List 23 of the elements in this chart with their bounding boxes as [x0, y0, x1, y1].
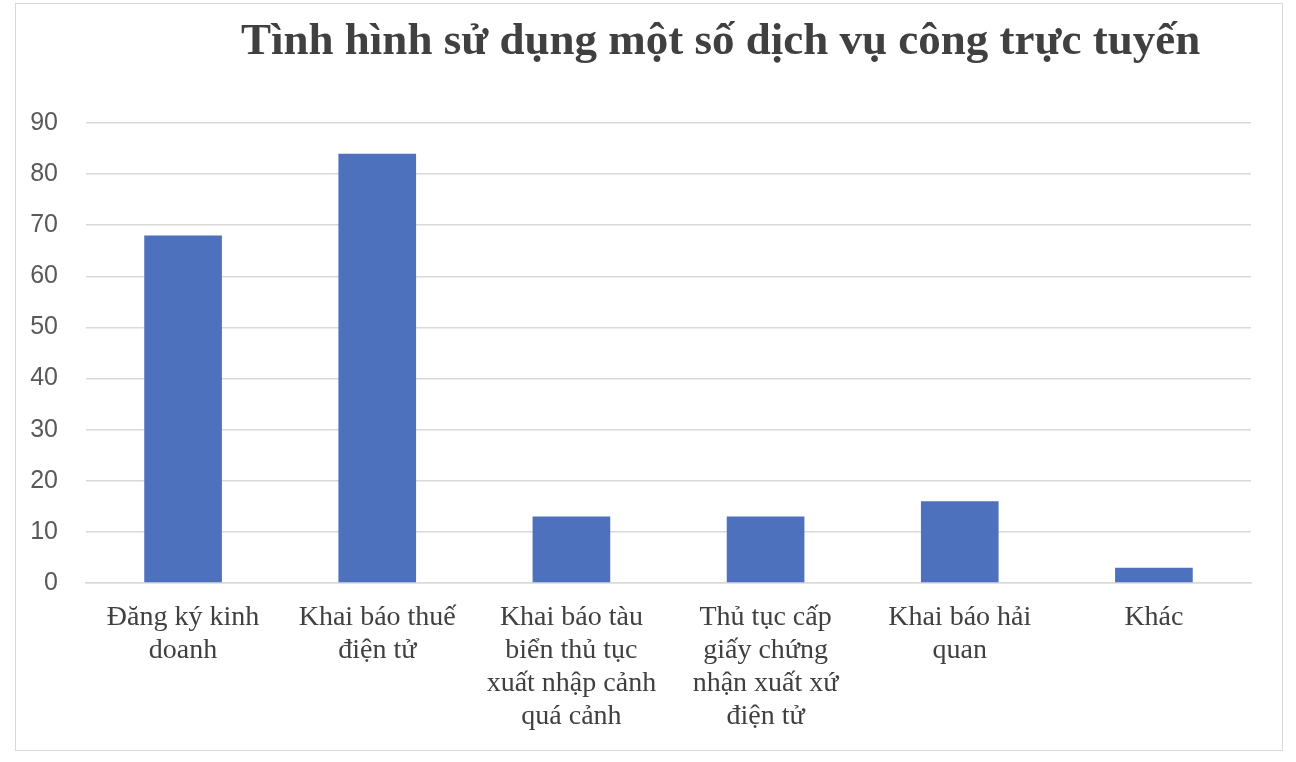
- bar: [726, 516, 805, 583]
- y-tick-label: 70: [30, 209, 58, 238]
- y-tick-label: 20: [30, 464, 58, 493]
- y-tick-label: 90: [30, 106, 58, 135]
- x-tick-label: Khai báo hải quan: [888, 599, 1032, 664]
- bar: [920, 501, 999, 583]
- x-tick-label: Thủ tục cấp giấy chứng nhận xuất xứ điện tử: [692, 599, 840, 730]
- y-tick-label: 0: [44, 566, 58, 595]
- y-tick-label: 40: [30, 362, 58, 391]
- x-tick-label: Đăng ký kinh doanh: [106, 599, 260, 664]
- y-tick-label: 60: [30, 260, 58, 289]
- chart-title: Tình hình sử dụng một số dịch vụ công trực tuyến: [241, 13, 1201, 66]
- x-tick-label: Khác: [1124, 599, 1184, 631]
- y-tick-label: 30: [30, 413, 58, 442]
- bar: [532, 516, 611, 583]
- x-tick-label: Khai báo thuế điện tử: [298, 599, 458, 664]
- y-tick-label: 50: [30, 311, 58, 340]
- bar: [338, 153, 417, 583]
- y-tick-label: 80: [30, 158, 58, 186]
- bar: [1115, 567, 1193, 583]
- x-tick-label: Khai báo tàu biển thủ tục xuất nhập cảnh quá cảnh: [486, 599, 657, 730]
- y-tick-label: 10: [30, 515, 58, 544]
- bar: [144, 235, 222, 583]
